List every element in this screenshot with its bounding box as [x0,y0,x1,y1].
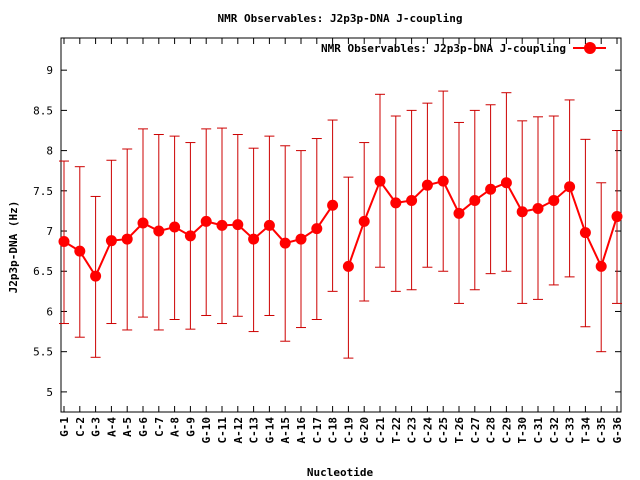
x-tick-label: C-23 [406,417,419,444]
legend: NMR Observables: J2p3p-DNA J-coupling [321,42,606,55]
x-tick-label: C-25 [437,417,450,444]
legend-label: NMR Observables: J2p3p-DNA J-coupling [321,42,566,55]
data-point [121,233,133,245]
y-axis-label: J2p3p-DNA (Hz) [7,201,20,294]
data-point [437,175,449,187]
data-point [153,225,165,237]
x-tick-label: C-28 [485,417,498,444]
data-point [105,235,117,247]
data-point [327,199,339,211]
x-tick-label: G-1 [58,417,71,437]
x-tick-label: C-32 [548,417,561,444]
data-point [500,177,512,189]
data-point [516,206,528,218]
x-tick-label: A-15 [279,417,292,444]
x-tick-label: C-11 [216,417,229,444]
x-tick-label: C-27 [469,417,482,444]
data-point [263,219,275,231]
data-point [564,181,576,193]
x-tick-label: G-3 [90,417,103,437]
data-point [595,260,607,272]
data-point [169,221,181,233]
x-tick-label: T-22 [390,417,403,444]
data-point [548,194,560,206]
y-tick-label: 6 [46,305,53,318]
x-tick-label: C-7 [153,417,166,437]
y-tick-label: 9 [46,64,53,77]
x-tick-label: A-5 [121,417,134,437]
data-point [485,183,497,195]
x-tick-label: G-36 [611,417,624,444]
data-point [200,215,212,227]
chart-title: NMR Observables: J2p3p-DNA J-coupling [217,12,462,25]
x-tick-label: C-2 [74,417,87,437]
x-tick-label: T-34 [579,417,592,444]
y-tick-label: 6.5 [33,265,53,278]
data-point [358,215,370,227]
data-point [279,237,291,249]
series-line [63,204,334,279]
x-tick-label: C-35 [595,417,608,444]
x-tick-label: C-33 [564,417,577,444]
x-tick-label: C-31 [532,417,545,444]
x-axis-label: Nucleotide [307,466,374,479]
plot-frame [60,37,622,413]
data-point [342,260,354,272]
data-point [390,197,402,209]
y-tick-label: 8 [46,145,53,158]
data-point [137,217,149,229]
x-tick-label: A-8 [169,417,182,437]
data-point [579,227,591,239]
data-point [184,230,196,242]
x-tick-label: C-21 [374,417,387,444]
y-tick-label: 5 [46,386,53,399]
data-point [532,203,544,215]
data-point [374,175,386,187]
y-tick-label: 5.5 [33,346,53,359]
data-point [248,233,260,245]
x-tick-label: G-9 [184,417,197,437]
x-tick-label: G-14 [263,417,276,444]
x-tick-label: C-24 [421,417,434,444]
x-tick-label: G-20 [358,417,371,444]
data-point [311,223,323,235]
data-point [74,245,86,257]
x-tick-label: A-12 [232,417,245,444]
x-tick-label: C-17 [311,417,324,444]
data-point [90,270,102,282]
y-tick-label: 8.5 [33,104,53,117]
x-tick-label: A-16 [295,417,308,444]
x-tick-label: A-4 [105,417,118,437]
data-point [453,207,465,219]
x-tick-label: C-29 [500,417,513,444]
data-point [232,219,244,231]
x-tick-label: T-26 [453,417,466,444]
data-point [406,194,418,206]
data-point [611,211,623,223]
data-point [295,233,307,245]
series-line [347,179,618,270]
x-tick-label: T-30 [516,417,529,444]
data-point [469,194,481,206]
x-tick-label: G-6 [137,417,150,437]
y-tick-label: 7 [46,225,53,238]
x-tick-label: C-18 [327,417,340,444]
x-tick-label: G-10 [200,417,213,444]
plot-area: 55.566.577.588.59G-1 C-2 G-3 A-4 A-5 G-6 C-7 A-… [33,37,624,444]
data-point [421,179,433,191]
x-tick-label: C-19 [342,417,355,444]
legend-marker-swatch [584,42,596,54]
data-point [216,219,228,231]
x-tick-label: C-13 [248,417,261,444]
y-tick-label: 7.5 [33,185,53,198]
data-point [58,235,70,247]
